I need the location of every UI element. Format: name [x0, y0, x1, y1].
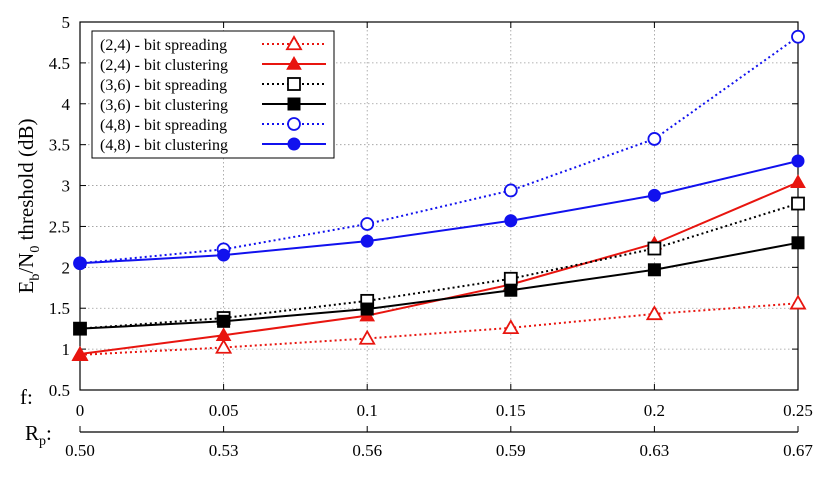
- data-point: [647, 132, 662, 146]
- series: [71, 29, 807, 361]
- data-point: [647, 241, 662, 256]
- legend-label: (3,6) - bit spreading: [100, 77, 227, 94]
- series-line: [79, 35, 799, 265]
- legend-marker: [287, 77, 301, 91]
- series-0: [71, 294, 807, 361]
- legend-entry: (2,4) - bit clustering: [100, 55, 326, 74]
- series-line: [79, 302, 799, 356]
- data-point: [503, 183, 518, 198]
- x-axis-rp-label-r: R: [25, 421, 39, 445]
- data-point: [791, 236, 805, 250]
- data-point: [217, 248, 231, 262]
- y-axis-title-sub-b: b: [28, 274, 43, 281]
- data-point: [502, 319, 520, 334]
- data-point: [217, 314, 231, 328]
- legend-marker: [287, 117, 301, 131]
- data-point: [504, 214, 518, 228]
- data-point: [791, 154, 805, 168]
- legend-entry: (3,6) - bit clustering: [100, 97, 326, 114]
- legend-entry: (3,6) - bit spreading: [100, 77, 326, 94]
- data-point: [215, 338, 233, 354]
- x-tick-label-rp: 0.53: [209, 441, 239, 460]
- legend-marker: [287, 137, 301, 151]
- legend-label: (3,6) - bit clustering: [100, 97, 228, 114]
- x-tick-label-f: 0.1: [357, 401, 378, 420]
- data-point: [360, 302, 374, 316]
- x-tick-label-rp: 0.50: [65, 441, 95, 460]
- x-tick-label-f: 0.15: [496, 401, 526, 420]
- x-tick-label-rp: 0.59: [496, 441, 526, 460]
- x-tick-label-rp: 0.67: [783, 441, 813, 460]
- data-point: [791, 29, 805, 44]
- data-point: [790, 174, 806, 189]
- y-tick-label: 5: [62, 13, 71, 32]
- data-point: [789, 294, 807, 310]
- y-axis-title-sub-0: 0: [28, 246, 43, 253]
- series-line: [79, 241, 799, 330]
- series-line: [79, 160, 799, 265]
- y-axis-title-n: /N: [14, 253, 38, 274]
- x-tick-label-f: 0.05: [209, 401, 239, 420]
- y-tick-label: 2.5: [49, 217, 70, 236]
- y-tick-label: 4.5: [49, 54, 70, 73]
- series-5: [73, 154, 805, 270]
- y-tick-label: 1.5: [49, 299, 70, 318]
- legend-marker: [286, 55, 302, 70]
- legend-entry: (4,8) - bit clustering: [100, 137, 326, 154]
- series-1: [72, 174, 806, 360]
- data-point: [72, 346, 88, 360]
- x-axis-rp-label-colon: :: [46, 421, 52, 445]
- legend-marker: [285, 35, 303, 51]
- legend-label: (2,4) - bit clustering: [100, 57, 228, 74]
- data-point: [645, 305, 663, 321]
- data-point: [360, 234, 374, 248]
- legend: (2,4) - bit spreading (2,4) - bit cluster…: [91, 30, 335, 159]
- y-axis-ticks: 0.5 1 1.5 2 2.5 3 3.5 4 4.5 5: [49, 13, 799, 400]
- x-axis-rp: 0.50 0.53 0.56 0.59 0.63 0.67: [65, 426, 813, 460]
- data-point: [215, 327, 232, 341]
- data-point: [647, 263, 661, 277]
- x-tick-label-rp: 0.56: [352, 441, 382, 460]
- x-axis-f: 0 0.05 0.1 0.15 0.2 0.25: [76, 401, 813, 420]
- y-tick-label: 4: [62, 95, 71, 114]
- x-axis-f-label: f:: [20, 385, 33, 409]
- x-tick-label-f: 0: [76, 401, 85, 420]
- data-point: [791, 196, 805, 211]
- y-tick-label: 2: [62, 258, 71, 277]
- x-tick-label-f: 0.25: [783, 401, 813, 420]
- legend-entry: (4,8) - bit spreading: [100, 117, 326, 134]
- x-tick-label-f: 0.2: [644, 401, 665, 420]
- legend-label: (2,4) - bit spreading: [100, 37, 227, 54]
- legend-label: (4,8) - bit spreading: [100, 117, 227, 134]
- legend-marker: [287, 97, 301, 111]
- data-point: [504, 283, 518, 297]
- data-point: [503, 271, 518, 286]
- x-tick-label-rp: 0.63: [640, 441, 670, 460]
- x-axis-rp-label-sub: p: [39, 434, 46, 449]
- y-tick-label: 3.5: [49, 136, 70, 155]
- legend-entry: (2,4) - bit spreading: [100, 35, 326, 54]
- series-line: [79, 202, 799, 330]
- legend-entries: (2,4) - bit spreading (2,4) - bit cluster…: [100, 35, 326, 154]
- y-tick-label: 3: [62, 177, 71, 196]
- data-point: [360, 217, 375, 231]
- x-axis-rp-label: Rp:: [25, 421, 52, 449]
- data-point: [358, 329, 376, 345]
- y-tick-label: 0.5: [49, 381, 70, 400]
- y-tick-label: 1: [62, 340, 71, 359]
- data-point: [73, 256, 87, 270]
- series-2: [73, 196, 805, 336]
- data-point: [73, 322, 87, 336]
- y-axis-title-rest: threshold (dB): [14, 119, 38, 246]
- legend-label: (4,8) - bit clustering: [100, 137, 228, 154]
- y-axis-title: Eb/N0 threshold (dB): [14, 119, 43, 294]
- y-axis-title-e: E: [14, 281, 38, 294]
- series-3: [73, 236, 805, 336]
- legend-box: [91, 30, 335, 159]
- data-point: [647, 188, 661, 202]
- series-line: [79, 181, 799, 356]
